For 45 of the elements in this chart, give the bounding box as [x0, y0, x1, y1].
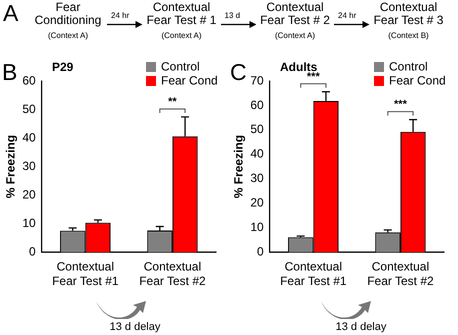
- chart-title: P29: [52, 60, 74, 74]
- y-tick-label: 40: [250, 146, 264, 161]
- y-tick-label: 60: [22, 73, 36, 88]
- text: (Context B): [387, 31, 430, 40]
- y-axis-title: % Freezing: [232, 134, 246, 198]
- text: B: [2, 59, 18, 86]
- y-tick-label: 30: [250, 171, 264, 186]
- text: (Context A): [46, 31, 89, 40]
- text: Contextual Fear Test # 2: [260, 0, 330, 27]
- legend-label: Control: [389, 59, 428, 74]
- y-tick-label: 20: [250, 196, 264, 210]
- text: A: [3, 0, 18, 27]
- text: 13 d delay: [334, 321, 388, 333]
- x-tick-label: Contextual Fear Test #1: [52, 260, 119, 288]
- x-tick-label: Contextual Fear Test #2: [367, 260, 434, 288]
- y-tick-label: 0: [29, 244, 36, 259]
- y-tick-label: 20: [22, 187, 36, 202]
- y-tick-label: 0: [257, 244, 264, 259]
- text: 13 d delay: [108, 321, 162, 333]
- y-axis-title: % Freezing: [4, 134, 18, 198]
- annotation: ***: [394, 98, 408, 111]
- y-tick-label: 70: [250, 73, 264, 88]
- legend-label: Fear Cond: [389, 73, 446, 88]
- annotation: **: [168, 96, 178, 108]
- text: C: [230, 59, 247, 86]
- text: 24 hr: [111, 11, 130, 20]
- x-tick-label: Contextual Fear Test #1: [280, 260, 347, 288]
- text: 13 d: [224, 11, 240, 20]
- text: Contextual Fear Test # 1: [146, 0, 216, 27]
- y-tick-label: 50: [22, 102, 36, 116]
- y-tick-label: 10: [22, 216, 36, 230]
- text: 24 hr: [338, 11, 356, 20]
- y-tick-label: 10: [250, 220, 264, 234]
- x-tick-label: Contextual Fear Test #2: [139, 260, 206, 288]
- text: Contextual Fear Test # 3: [374, 0, 444, 27]
- annotation: ***: [306, 70, 320, 83]
- legend-label: Fear Cond: [161, 73, 218, 88]
- y-tick-label: 60: [250, 98, 264, 112]
- text: Fear Conditioning: [34, 0, 102, 27]
- text: (Context A): [160, 31, 202, 40]
- y-tick-label: 30: [22, 158, 36, 173]
- text: (Context A): [274, 31, 316, 40]
- y-tick-label: 50: [250, 122, 264, 136]
- y-tick-label: 40: [22, 130, 36, 144]
- legend-label: Control: [161, 59, 200, 74]
